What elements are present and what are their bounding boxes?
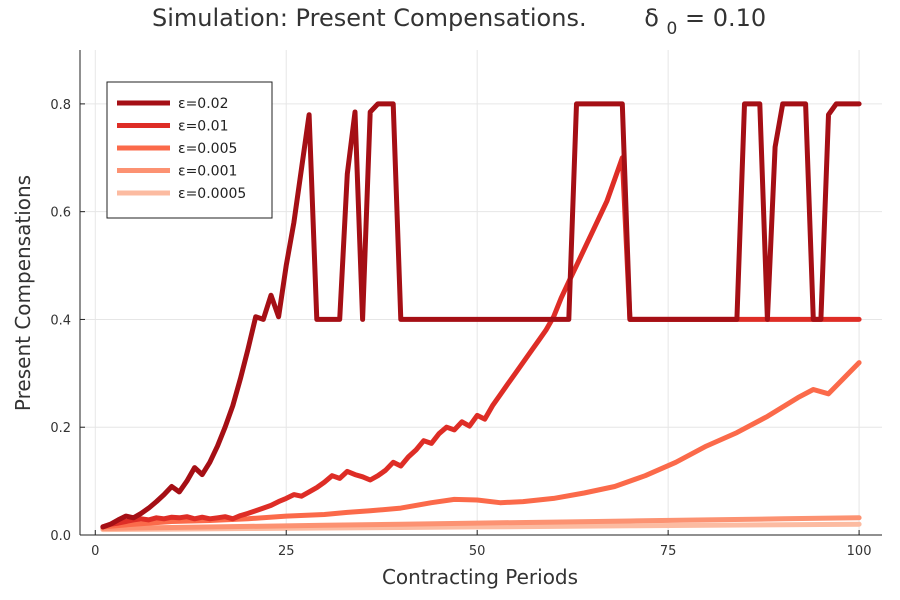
legend-label-1: ε=0.02 [178, 96, 228, 112]
legend-label-2: ε=0.01 [178, 119, 228, 135]
x-tick-label: 100 [847, 544, 872, 559]
legend-label-3: ε=0.005 [178, 141, 237, 157]
series-line-3 [100, 360, 862, 530]
chart-title-delta-value: = 0.10 [685, 4, 766, 32]
y-tick-label: 0.8 [50, 98, 71, 113]
y-tick-label: 0.2 [50, 421, 71, 436]
x-tick-label: 75 [660, 544, 677, 559]
chart-title-main: Simulation: Present Compensations. [152, 4, 587, 32]
x-tick-label: 25 [278, 544, 295, 559]
legend-label-5: ε=0.0005 [178, 186, 246, 202]
chart-title-delta-symbol: δ [644, 4, 659, 32]
legend: ε=0.02 ε=0.01 ε=0.005 ε=0.001 ε=0.0005 [106, 81, 273, 219]
tick-labels: 0 25 50 75 100 0.0 0.2 0.4 0.6 0.8 [50, 98, 871, 559]
series-line-1 [100, 101, 862, 530]
legend-label-4: ε=0.001 [178, 164, 237, 180]
x-tick-label: 50 [469, 544, 486, 559]
x-tick-label: 0 [91, 544, 99, 559]
y-tick-label: 0.4 [50, 313, 71, 328]
x-axis-label: Contracting Periods [382, 565, 578, 589]
legend-entries: ε=0.02 ε=0.01 ε=0.005 ε=0.001 ε=0.0005 [117, 96, 246, 202]
y-axis-label: Present Compensations [11, 175, 35, 411]
chart-title: Simulation: Present Compensations. δ 0 =… [152, 4, 766, 40]
chart-title-delta-subscript: 0 [667, 19, 678, 39]
y-tick-label: 0.6 [50, 206, 71, 221]
y-tick-label: 0.0 [50, 529, 71, 544]
series-lines [100, 101, 862, 533]
series-line-4 [100, 515, 862, 531]
axes [79, 50, 882, 536]
